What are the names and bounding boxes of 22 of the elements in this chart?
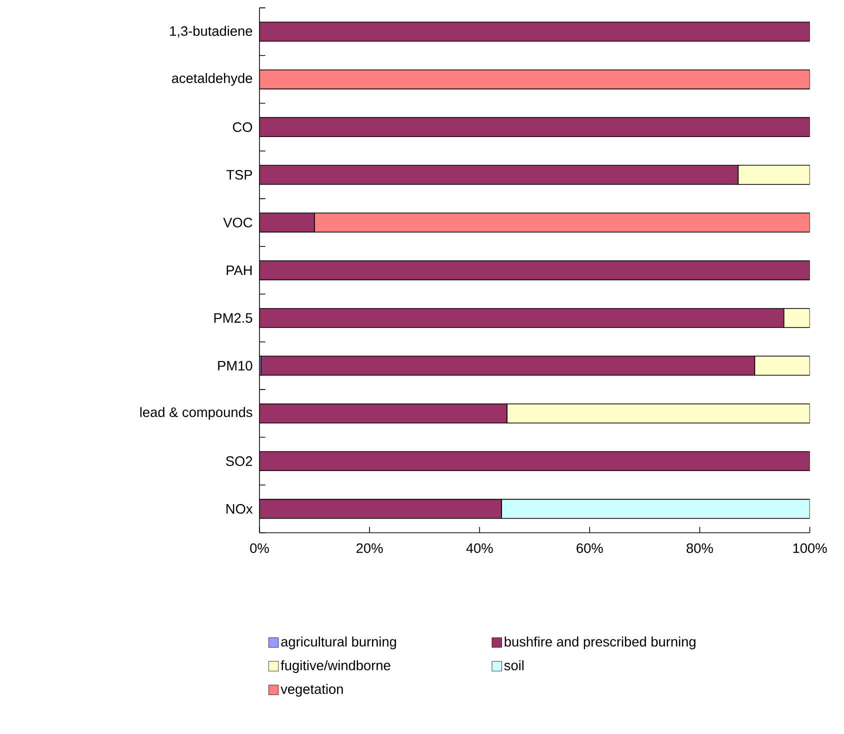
y-tick-label: TSP	[226, 170, 252, 180]
legend-label: agricultural burning	[281, 636, 396, 650]
y-tick-label: CO	[232, 122, 252, 132]
y-tick-label: VOC	[223, 218, 252, 228]
x-tick-label: 100%	[793, 543, 827, 554]
y-tick-label: lead & compounds	[140, 407, 252, 420]
x-tick-label: 40%	[466, 543, 493, 554]
y-tick-label: SO2	[226, 456, 252, 466]
y-tick-label: acetaldehyde	[172, 72, 252, 86]
x-tick-label: 20%	[356, 543, 383, 554]
y-tick-label: PM10	[218, 360, 252, 371]
y-tick-label: PAH	[226, 266, 252, 275]
legend-label: fugitive/windborne	[280, 660, 390, 673]
legend-label: bushfire and prescribed burning	[504, 636, 696, 650]
y-tick-label: PM2.5	[214, 313, 252, 323]
x-tick-label: 0%	[250, 543, 269, 554]
legend-label: soil	[504, 660, 524, 670]
y-tick-label: NOx	[226, 504, 253, 514]
legend-label: vegetation	[280, 684, 343, 697]
x-tick-label: 60%	[576, 543, 603, 554]
x-tick-label: 80%	[686, 543, 713, 554]
y-tick-label: 1,3-butadiene	[170, 26, 252, 38]
